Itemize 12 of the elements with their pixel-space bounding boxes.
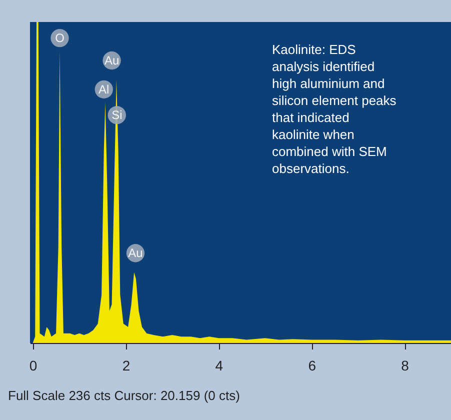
x-tick-label: 2 bbox=[122, 358, 130, 374]
annotation: Si bbox=[112, 108, 122, 122]
x-tick-label: 6 bbox=[308, 358, 316, 374]
annotation: Kaolinite: EDS analysis identified high aluminium and silicon element peaks that indicated kaolinite when combined with SEM observations. bbox=[272, 42, 397, 176]
text: Full Scale 236 cts Cursor: 20.159 (0 cts) bbox=[8, 388, 240, 403]
x-tick-label: 0 bbox=[29, 358, 38, 374]
x-tick-label: 4 bbox=[215, 358, 224, 374]
annotation: Au bbox=[128, 246, 143, 260]
x-tick-label: 8 bbox=[401, 358, 410, 374]
annotation: O bbox=[55, 31, 64, 46]
annotation: Au bbox=[104, 54, 120, 68]
annotation: Al bbox=[98, 82, 110, 96]
